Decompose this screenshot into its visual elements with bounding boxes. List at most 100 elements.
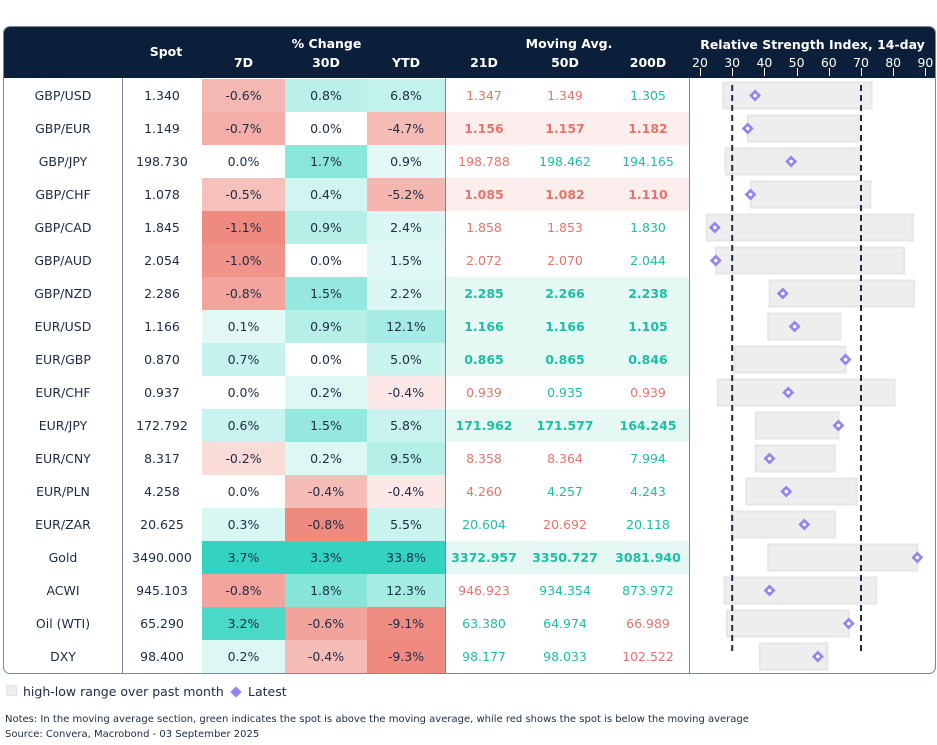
rsi-range-bar	[730, 510, 836, 539]
pair-name: ACWI	[46, 583, 80, 598]
pct-change-ytd: -0.4%	[367, 376, 445, 409]
table-row: EUR/JPY 172.792 0.6% 1.5% 5.8% 171.962 171.577…	[4, 409, 935, 442]
ma-highlight	[446, 277, 689, 310]
rsi-marker-center	[836, 423, 841, 428]
moving-avg-ma200: 873.972	[622, 583, 674, 598]
pct-change-d7: 0.0%	[202, 475, 285, 508]
moving-avg-ma200: 1.182	[628, 121, 668, 136]
moving-avg-ma50: 2.070	[547, 253, 583, 268]
rsi-marker-center	[792, 324, 797, 329]
rsi-range-bar	[767, 312, 842, 341]
header-50d: 50D	[551, 55, 579, 70]
moving-avg-ma50: 0.935	[547, 385, 583, 400]
moving-avg-ma50: 98.033	[543, 649, 587, 664]
pair-name: GBP/JPY	[38, 154, 88, 169]
moving-avg-ma200: 1.830	[630, 220, 666, 235]
pct-change-d7: -1.0%	[202, 244, 285, 277]
table-row: GBP/JPY 198.730 0.0% 1.7% 0.9% 198.788 198.462…	[4, 145, 935, 178]
rsi-range-bar	[705, 213, 914, 242]
rsi-tick-label: 30	[724, 55, 741, 70]
pct-change-d7: -0.6%	[202, 79, 285, 112]
rsi-marker-center	[713, 225, 717, 230]
spot-value: 2.286	[144, 286, 180, 301]
pair-name: GBP/EUR	[35, 121, 91, 136]
pair-name: EUR/ZAR	[35, 517, 91, 532]
pct-change-ytd: 12.1%	[367, 310, 445, 343]
spot-value: 98.400	[140, 649, 184, 664]
legend-latest: Latest	[230, 684, 287, 699]
moving-avg-ma50: 171.577	[536, 418, 594, 433]
pct-change-d30: 0.0%	[285, 343, 367, 376]
moving-avg-ma50: 1.082	[545, 187, 585, 202]
moving-avg-ma21: 171.962	[455, 418, 513, 433]
pct-change-d30: 0.0%	[285, 244, 367, 277]
pct-change-d30: 0.8%	[285, 79, 367, 112]
moving-avg-ma50: 64.974	[543, 616, 587, 631]
moving-avg-ma21: 1.347	[466, 88, 502, 103]
moving-avg-ma50: 198.462	[539, 154, 591, 169]
rsi-marker-center	[748, 192, 753, 197]
divider	[122, 78, 123, 673]
moving-avg-ma200: 1.110	[628, 187, 668, 202]
pct-change-d7: -0.7%	[202, 112, 285, 145]
pct-change-d7: 0.3%	[202, 508, 285, 541]
moving-avg-ma50: 2.266	[545, 286, 585, 301]
moving-avg-ma21: 98.177	[462, 649, 506, 664]
pct-change-ytd: 5.5%	[367, 508, 445, 541]
rsi-title: Relative Strength Index, 14-day	[700, 37, 925, 52]
rsi-tick	[828, 68, 830, 76]
rsi-marker-center	[753, 93, 757, 98]
table-row: DXY 98.400 0.2% -0.4% -9.3% 98.177 98.033 102.5…	[4, 640, 935, 673]
pct-change-d30: 0.9%	[285, 211, 367, 244]
rsi-marker-center	[843, 357, 848, 362]
moving-avg-ma50: 1.853	[547, 220, 583, 235]
rsi-marker-center	[745, 126, 750, 131]
pair-name: DXY	[50, 649, 76, 664]
pct-change-ytd: 12.3%	[367, 574, 445, 607]
pct-change-d7: 3.7%	[202, 541, 285, 574]
rsi-range-bar	[745, 477, 858, 506]
pair-name: EUR/USD	[34, 319, 92, 334]
pct-change-d30: 1.7%	[285, 145, 367, 178]
ma-highlight	[446, 541, 689, 574]
pair-name: Gold	[48, 550, 78, 565]
pair-name: EUR/JPY	[38, 418, 88, 433]
pct-change-d30: 0.2%	[285, 376, 367, 409]
moving-avg-ma200: 194.165	[622, 154, 674, 169]
pair-name: GBP/AUD	[34, 253, 92, 268]
table-row: Gold 3490.000 3.7% 3.3% 33.8% 3372.957 3350.72…	[4, 541, 935, 574]
pct-change-d7: 0.7%	[202, 343, 285, 376]
rsi-marker-center	[713, 258, 718, 263]
pct-change-d7: 0.6%	[202, 409, 285, 442]
spot-value: 1.845	[144, 220, 180, 235]
header-moving-avg: Moving Avg.	[525, 36, 613, 51]
pct-change-ytd: 1.5%	[367, 244, 445, 277]
moving-avg-ma200: 2.044	[630, 253, 666, 268]
pair-name: EUR/CHF	[35, 385, 91, 400]
legend-range-label: high-low range over past month	[23, 684, 224, 699]
header-pct-change: % Change	[291, 36, 362, 51]
pct-change-d7: -1.1%	[202, 211, 285, 244]
pair-name: GBP/NZD	[34, 286, 92, 301]
rsi-tick-label: 40	[756, 55, 773, 70]
rsi-tick-label: 60	[820, 55, 837, 70]
spot-value: 1.166	[144, 319, 180, 334]
rsi-range-bar	[733, 345, 847, 374]
pct-change-d30: -0.8%	[285, 508, 367, 541]
pct-change-ytd: 33.8%	[367, 541, 445, 574]
moving-avg-ma21: 1.156	[464, 121, 504, 136]
moving-avg-ma21: 8.358	[466, 451, 502, 466]
pct-change-d7: 0.0%	[202, 376, 285, 409]
table-row: EUR/CHF 0.937 0.0% 0.2% -0.4% 0.939 0.935 0.939	[4, 376, 935, 409]
moving-avg-ma200: 3081.940	[615, 550, 681, 565]
moving-avg-ma200: 0.939	[630, 385, 666, 400]
ma-highlight	[446, 178, 689, 211]
pair-name: GBP/CAD	[34, 220, 92, 235]
pair-name: EUR/PLN	[36, 484, 90, 499]
pct-change-ytd: 5.0%	[367, 343, 445, 376]
rsi-marker-center	[767, 588, 772, 593]
moving-avg-ma21: 0.939	[466, 385, 502, 400]
pct-change-ytd: 9.5%	[367, 442, 445, 475]
rsi-marker-center	[802, 522, 807, 527]
rsi-marker-center	[915, 555, 920, 560]
